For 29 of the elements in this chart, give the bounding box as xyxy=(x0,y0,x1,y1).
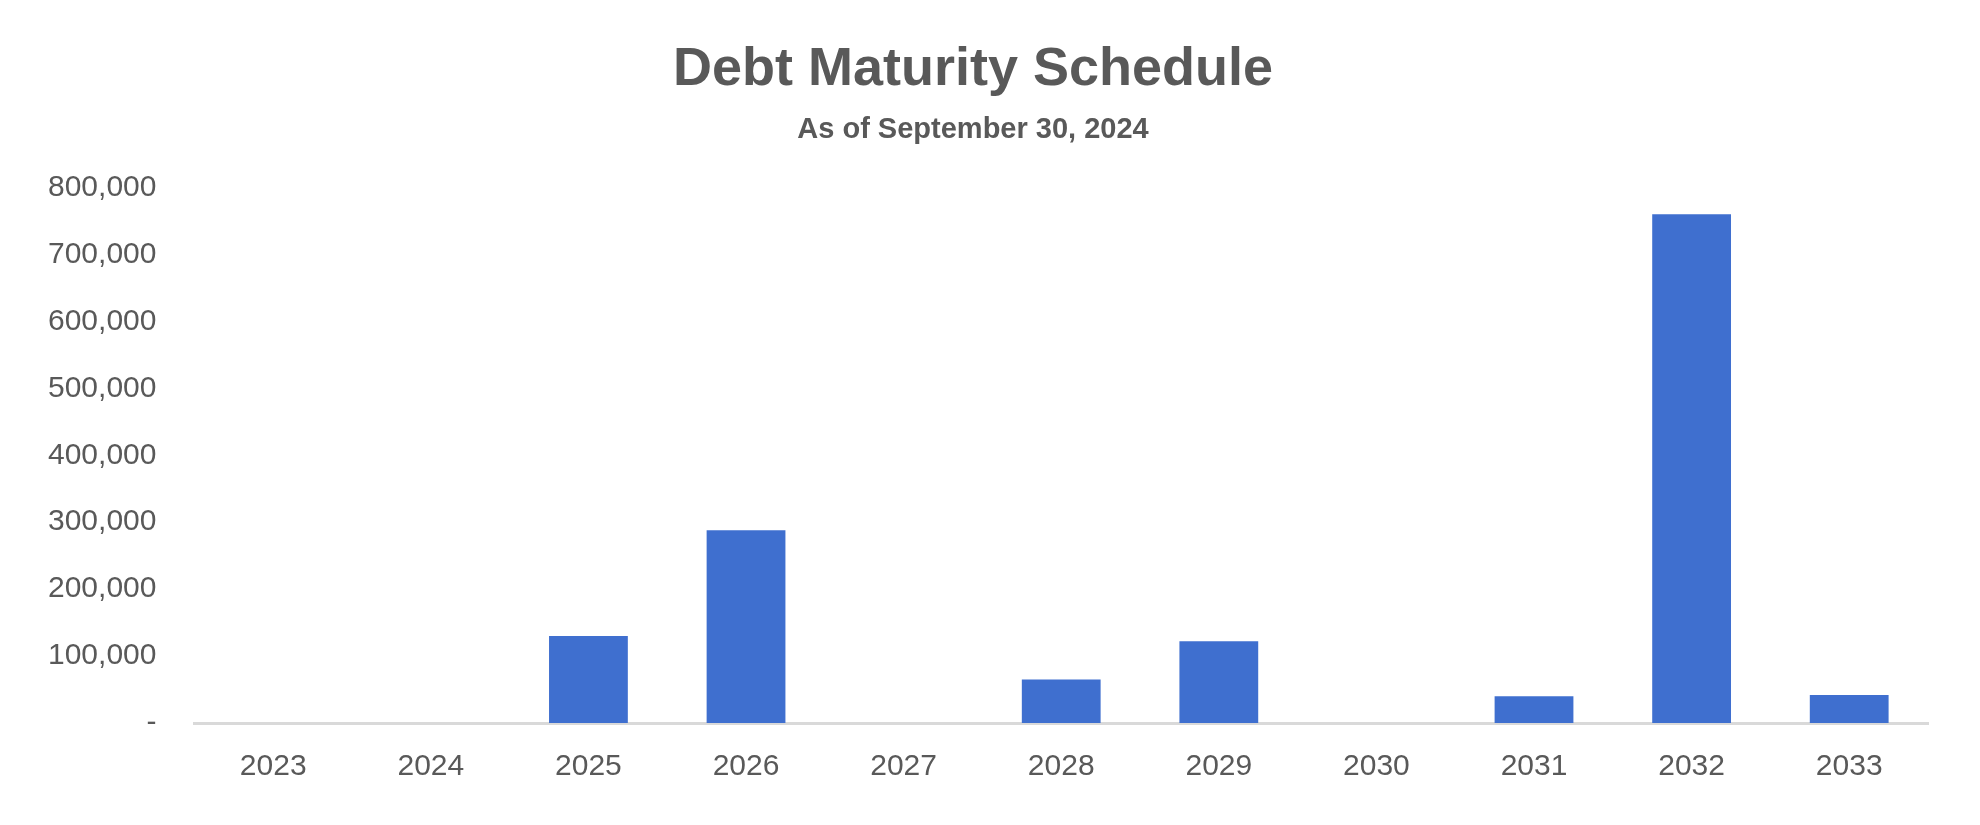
x-tick-label: 2025 xyxy=(555,748,622,782)
y-tick-label: 700,000 xyxy=(47,235,157,269)
x-tick-label: 2024 xyxy=(397,748,465,782)
x-tick-label: 2027 xyxy=(870,748,937,782)
x-tick-label: 2023 xyxy=(239,748,307,782)
x-tick-label: 2028 xyxy=(1027,748,1095,782)
x-tick-label: 2030 xyxy=(1343,748,1410,782)
x-tick-label: 2032 xyxy=(1658,748,1725,782)
y-tick-label: 600,000 xyxy=(47,302,157,336)
chart-title: Debt Maturity Schedule xyxy=(672,36,1274,97)
x-tick-label: 2031 xyxy=(1500,748,1568,782)
bar xyxy=(1652,214,1732,723)
bar xyxy=(1179,641,1259,723)
y-tick-label: 400,000 xyxy=(47,436,157,470)
chart-subtitle: As of September 30, 2024 xyxy=(797,112,1149,145)
bar xyxy=(1809,694,1889,723)
y-tick-label: 200,000 xyxy=(47,570,157,604)
y-tick-label: 300,000 xyxy=(47,503,157,537)
bar xyxy=(1494,696,1574,723)
x-tick-label: 2033 xyxy=(1815,748,1883,782)
y-tick-label: 500,000 xyxy=(47,369,157,403)
bar xyxy=(1021,679,1101,723)
bar xyxy=(706,530,786,723)
y-tick-label: 800,000 xyxy=(47,168,157,202)
x-tick-label: 2029 xyxy=(1185,748,1253,782)
x-tick-label: 2026 xyxy=(712,748,780,782)
y-tick-label: 100,000 xyxy=(47,637,157,671)
y-tick-label: - xyxy=(146,704,157,738)
bar xyxy=(549,636,628,723)
